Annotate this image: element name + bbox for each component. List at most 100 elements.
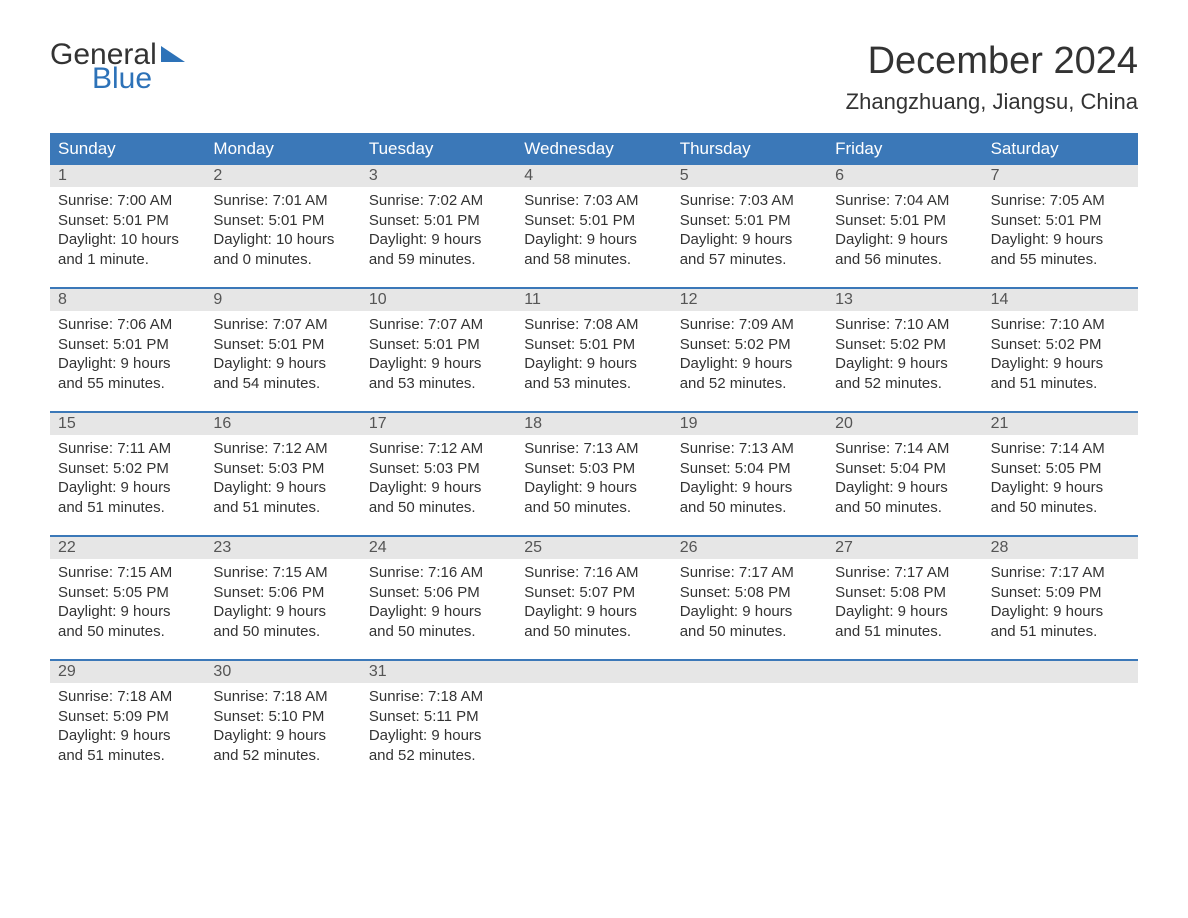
day-sunrise: Sunrise: 7:18 AM bbox=[58, 687, 197, 707]
daynum-row: 22232425262728 bbox=[50, 537, 1138, 559]
day-number: 19 bbox=[672, 413, 827, 435]
day-number: 14 bbox=[983, 289, 1138, 311]
day-cell: Sunrise: 7:16 AMSunset: 5:06 PMDaylight:… bbox=[361, 559, 516, 659]
logo: General Blue bbox=[50, 40, 185, 94]
day-day1: Daylight: 9 hours bbox=[524, 230, 663, 250]
day-cell: Sunrise: 7:14 AMSunset: 5:04 PMDaylight:… bbox=[827, 435, 982, 535]
day-day2: and 55 minutes. bbox=[991, 250, 1130, 270]
day-cell: Sunrise: 7:18 AMSunset: 5:10 PMDaylight:… bbox=[205, 683, 360, 783]
day-day2: and 52 minutes. bbox=[680, 374, 819, 394]
day-cell: Sunrise: 7:10 AMSunset: 5:02 PMDaylight:… bbox=[983, 311, 1138, 411]
day-sunrise: Sunrise: 7:12 AM bbox=[369, 439, 508, 459]
day-sunset: Sunset: 5:01 PM bbox=[524, 335, 663, 355]
day-day2: and 53 minutes. bbox=[524, 374, 663, 394]
day-sunset: Sunset: 5:01 PM bbox=[524, 211, 663, 231]
day-cell: Sunrise: 7:18 AMSunset: 5:09 PMDaylight:… bbox=[50, 683, 205, 783]
day-day2: and 58 minutes. bbox=[524, 250, 663, 270]
day-sunrise: Sunrise: 7:16 AM bbox=[524, 563, 663, 583]
day-day2: and 51 minutes. bbox=[58, 746, 197, 766]
day-cell bbox=[516, 683, 671, 783]
daynum-row: 891011121314 bbox=[50, 289, 1138, 311]
day-cell bbox=[827, 683, 982, 783]
day-day2: and 50 minutes. bbox=[680, 622, 819, 642]
day-sunset: Sunset: 5:10 PM bbox=[213, 707, 352, 727]
day-sunset: Sunset: 5:01 PM bbox=[835, 211, 974, 231]
day-header-cell: Friday bbox=[827, 133, 982, 165]
day-sunset: Sunset: 5:01 PM bbox=[680, 211, 819, 231]
day-cell: Sunrise: 7:17 AMSunset: 5:08 PMDaylight:… bbox=[672, 559, 827, 659]
daynum-row: 15161718192021 bbox=[50, 413, 1138, 435]
day-cell: Sunrise: 7:17 AMSunset: 5:08 PMDaylight:… bbox=[827, 559, 982, 659]
day-header-cell: Monday bbox=[205, 133, 360, 165]
day-day2: and 50 minutes. bbox=[213, 622, 352, 642]
day-day1: Daylight: 9 hours bbox=[369, 478, 508, 498]
day-sunrise: Sunrise: 7:13 AM bbox=[524, 439, 663, 459]
day-sunset: Sunset: 5:03 PM bbox=[369, 459, 508, 479]
day-sunset: Sunset: 5:03 PM bbox=[213, 459, 352, 479]
day-number: 25 bbox=[516, 537, 671, 559]
day-day1: Daylight: 9 hours bbox=[835, 354, 974, 374]
day-day2: and 50 minutes. bbox=[369, 622, 508, 642]
day-sunset: Sunset: 5:01 PM bbox=[369, 335, 508, 355]
day-number: 7 bbox=[983, 165, 1138, 187]
day-cell bbox=[983, 683, 1138, 783]
day-sunset: Sunset: 5:08 PM bbox=[835, 583, 974, 603]
day-day1: Daylight: 9 hours bbox=[991, 602, 1130, 622]
daynum-row: 293031 bbox=[50, 661, 1138, 683]
location-subtitle: Zhangzhuang, Jiangsu, China bbox=[846, 89, 1138, 115]
day-day1: Daylight: 9 hours bbox=[213, 726, 352, 746]
day-day1: Daylight: 9 hours bbox=[680, 602, 819, 622]
day-day1: Daylight: 9 hours bbox=[369, 602, 508, 622]
day-sunrise: Sunrise: 7:10 AM bbox=[835, 315, 974, 335]
day-day2: and 57 minutes. bbox=[680, 250, 819, 270]
day-number: 12 bbox=[672, 289, 827, 311]
daynum-row: 1234567 bbox=[50, 165, 1138, 187]
day-sunset: Sunset: 5:05 PM bbox=[991, 459, 1130, 479]
day-sunset: Sunset: 5:09 PM bbox=[991, 583, 1130, 603]
day-number bbox=[516, 661, 671, 683]
day-number: 29 bbox=[50, 661, 205, 683]
day-cell: Sunrise: 7:00 AMSunset: 5:01 PMDaylight:… bbox=[50, 187, 205, 287]
day-cell: Sunrise: 7:11 AMSunset: 5:02 PMDaylight:… bbox=[50, 435, 205, 535]
day-number: 30 bbox=[205, 661, 360, 683]
day-day2: and 55 minutes. bbox=[58, 374, 197, 394]
day-day1: Daylight: 9 hours bbox=[524, 602, 663, 622]
day-cell: Sunrise: 7:09 AMSunset: 5:02 PMDaylight:… bbox=[672, 311, 827, 411]
day-day1: Daylight: 9 hours bbox=[835, 230, 974, 250]
day-sunset: Sunset: 5:03 PM bbox=[524, 459, 663, 479]
day-sunset: Sunset: 5:04 PM bbox=[835, 459, 974, 479]
day-sunrise: Sunrise: 7:18 AM bbox=[213, 687, 352, 707]
day-day2: and 50 minutes. bbox=[369, 498, 508, 518]
day-number: 2 bbox=[205, 165, 360, 187]
logo-triangle-icon bbox=[161, 46, 185, 62]
day-day1: Daylight: 9 hours bbox=[58, 354, 197, 374]
day-sunrise: Sunrise: 7:02 AM bbox=[369, 191, 508, 211]
day-sunrise: Sunrise: 7:03 AM bbox=[524, 191, 663, 211]
day-day1: Daylight: 9 hours bbox=[58, 602, 197, 622]
day-day2: and 51 minutes. bbox=[991, 622, 1130, 642]
day-day2: and 50 minutes. bbox=[835, 498, 974, 518]
day-day1: Daylight: 9 hours bbox=[680, 478, 819, 498]
title-block: December 2024 Zhangzhuang, Jiangsu, Chin… bbox=[846, 40, 1138, 115]
day-sunrise: Sunrise: 7:17 AM bbox=[680, 563, 819, 583]
day-sunset: Sunset: 5:01 PM bbox=[369, 211, 508, 231]
day-number: 8 bbox=[50, 289, 205, 311]
day-cell: Sunrise: 7:12 AMSunset: 5:03 PMDaylight:… bbox=[361, 435, 516, 535]
day-day2: and 51 minutes. bbox=[835, 622, 974, 642]
day-day1: Daylight: 9 hours bbox=[991, 230, 1130, 250]
day-sunset: Sunset: 5:01 PM bbox=[58, 335, 197, 355]
day-header-row: SundayMondayTuesdayWednesdayThursdayFrid… bbox=[50, 133, 1138, 165]
day-sunrise: Sunrise: 7:09 AM bbox=[680, 315, 819, 335]
page-title: December 2024 bbox=[846, 40, 1138, 83]
day-day1: Daylight: 9 hours bbox=[991, 478, 1130, 498]
day-cell: Sunrise: 7:10 AMSunset: 5:02 PMDaylight:… bbox=[827, 311, 982, 411]
day-sunrise: Sunrise: 7:05 AM bbox=[991, 191, 1130, 211]
day-cell: Sunrise: 7:02 AMSunset: 5:01 PMDaylight:… bbox=[361, 187, 516, 287]
day-sunrise: Sunrise: 7:10 AM bbox=[991, 315, 1130, 335]
day-sunset: Sunset: 5:02 PM bbox=[58, 459, 197, 479]
day-day2: and 50 minutes. bbox=[524, 498, 663, 518]
day-number bbox=[983, 661, 1138, 683]
day-cell: Sunrise: 7:13 AMSunset: 5:04 PMDaylight:… bbox=[672, 435, 827, 535]
day-sunrise: Sunrise: 7:15 AM bbox=[213, 563, 352, 583]
day-number: 4 bbox=[516, 165, 671, 187]
